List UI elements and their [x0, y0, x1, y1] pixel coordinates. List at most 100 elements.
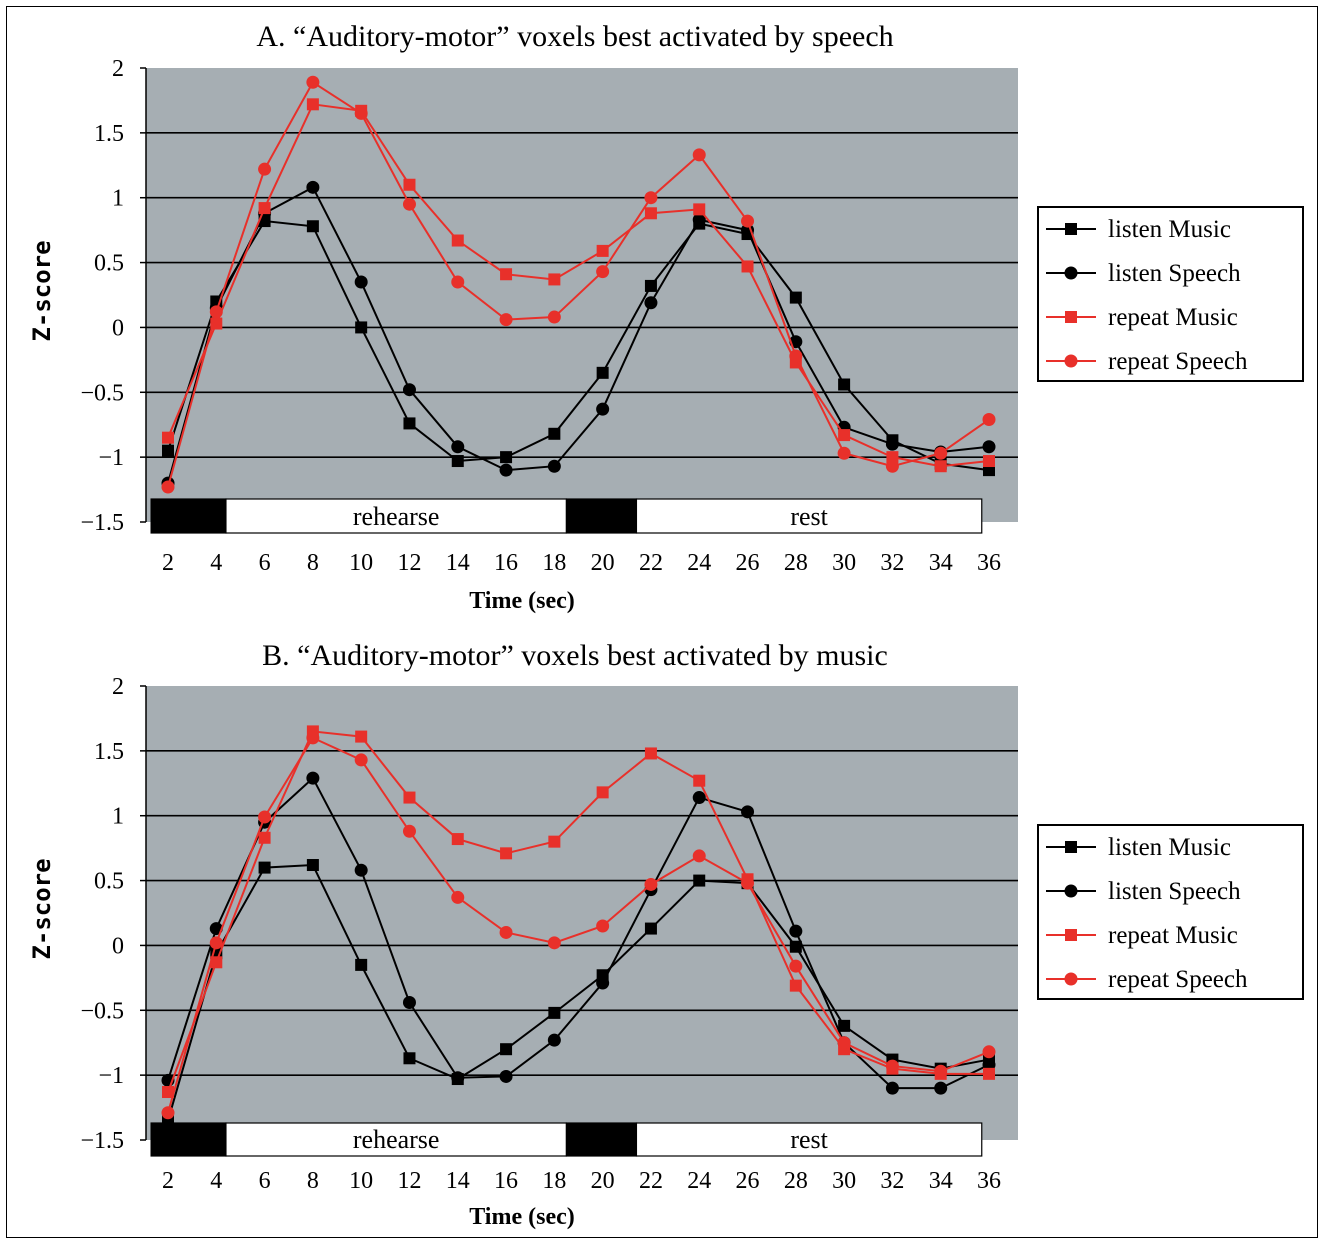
plot-area [146, 68, 1018, 522]
phase-band-label: rehearse [353, 502, 440, 531]
phase-band-cue [565, 1122, 638, 1157]
chart-title: B. “Auditory-motor” voxels best activate… [262, 639, 888, 672]
data-point [693, 203, 706, 216]
legend-entry-label: repeat Speech [1108, 348, 1248, 375]
series-repeat-music [162, 725, 995, 1099]
legend-box [1037, 824, 1304, 1000]
data-point [451, 455, 464, 468]
x-tick-label: 14 [446, 550, 470, 576]
data-point [596, 265, 610, 279]
data-point [402, 197, 416, 211]
x-tick-label: 4 [210, 1168, 222, 1194]
data-point [451, 890, 465, 904]
series-repeat-speech [161, 75, 996, 494]
data-point [982, 413, 996, 427]
data-point [789, 349, 803, 363]
x-tick-label: 14 [446, 1168, 470, 1194]
series-repeat-speech [161, 731, 996, 1120]
data-point [547, 459, 561, 473]
legend-swatch-marker [1065, 223, 1077, 235]
data-point [885, 437, 899, 451]
x-tick-label: 4 [210, 550, 222, 576]
data-point [983, 1067, 995, 1080]
data-point [596, 786, 609, 799]
data-point [354, 106, 368, 120]
data-point [934, 460, 947, 473]
y-axis-label: Z-score [28, 240, 56, 341]
data-point [306, 220, 319, 233]
x-tick-label: 34 [929, 550, 953, 576]
data-point [644, 747, 657, 760]
data-point [547, 310, 561, 324]
data-point [838, 429, 851, 442]
data-point [885, 1059, 899, 1073]
data-point [402, 824, 416, 838]
data-point [741, 876, 755, 890]
legend-entry-label: listen Music [1108, 834, 1231, 861]
y-tick-label: 0 [112, 315, 124, 341]
y-axis-label: Z-score [28, 858, 56, 959]
legend-entry-label: repeat Speech [1108, 966, 1248, 993]
data-point [596, 402, 610, 416]
data-point [403, 1052, 416, 1065]
data-point [548, 835, 561, 848]
data-point [741, 805, 755, 819]
data-point [210, 956, 223, 969]
y-tick-label: −1.5 [80, 1128, 124, 1154]
x-tick-label: 30 [832, 550, 856, 576]
data-point [306, 771, 320, 785]
series-line [167, 776, 990, 1090]
data-point [982, 440, 996, 454]
x-tick-label: 26 [736, 1168, 760, 1194]
x-tick-label: 2 [162, 550, 174, 576]
y-tick-label: 2 [112, 56, 124, 82]
data-point [596, 919, 610, 933]
series-line [167, 80, 990, 488]
data-point [451, 234, 464, 247]
y-tick-label: 0 [112, 933, 124, 959]
data-point [644, 191, 658, 205]
x-tick-label: 22 [639, 1168, 663, 1194]
data-point [354, 753, 368, 767]
x-tick-label: 26 [736, 550, 760, 576]
data-point [500, 847, 513, 860]
series-line [167, 736, 990, 1114]
x-tick-label: 36 [977, 550, 1001, 576]
x-tick-label: 18 [542, 1168, 566, 1194]
series-line [167, 185, 990, 484]
x-axis-label: Time (sec) [469, 1204, 575, 1230]
phase-band-label: rest [790, 1125, 828, 1154]
data-point [983, 464, 995, 477]
data-point [886, 451, 899, 464]
data-point [596, 976, 610, 990]
data-point [258, 810, 272, 824]
legend-swatch-marker [1064, 354, 1078, 368]
legend-swatch-marker [1065, 929, 1077, 941]
data-point [837, 1036, 851, 1050]
data-point [306, 859, 319, 872]
x-tick-label: 24 [687, 1168, 711, 1194]
legend-swatch-marker [1064, 266, 1078, 280]
x-tick-label: 12 [397, 550, 421, 576]
data-point [741, 223, 755, 237]
data-point [692, 148, 706, 162]
series-line [167, 220, 990, 472]
data-point [354, 275, 368, 289]
data-point [644, 922, 657, 935]
data-point [596, 244, 609, 257]
phase-band-cue [565, 498, 638, 534]
data-point [500, 451, 513, 464]
y-tick-label: −0.5 [80, 380, 124, 406]
x-tick-label: 34 [929, 1168, 953, 1194]
data-point [789, 959, 803, 973]
data-point [644, 207, 657, 220]
data-point [596, 366, 609, 379]
x-tick-label: 32 [880, 1168, 904, 1194]
data-point [162, 444, 174, 457]
phase-band-rest [635, 1122, 983, 1157]
phase-band-label: rest [790, 502, 828, 531]
x-tick-label: 6 [259, 1168, 271, 1194]
data-point [499, 925, 513, 939]
data-point [355, 321, 368, 334]
y-tick-label: 1 [112, 186, 124, 212]
